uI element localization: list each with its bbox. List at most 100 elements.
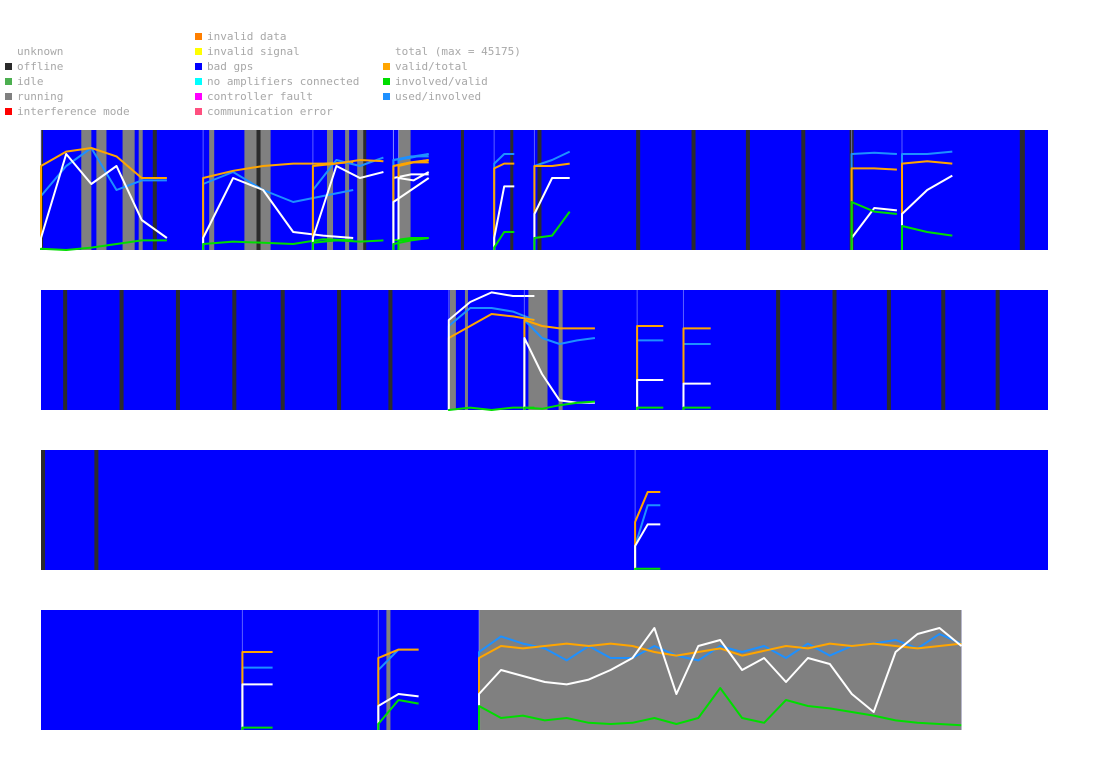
legend-label: running (17, 90, 64, 103)
offline-segment (995, 290, 1000, 410)
offline-segment (256, 130, 261, 250)
legend-swatch (195, 108, 202, 115)
offline-segment (801, 130, 806, 250)
offline-segment (41, 130, 44, 250)
row-background-bad-gps (41, 450, 1048, 570)
valid-total-line (202, 161, 354, 251)
legend-label: interference mode (17, 105, 130, 118)
offline-segment (337, 290, 342, 410)
legend-swatch (5, 78, 12, 85)
valid-total-line (40, 147, 167, 250)
legend-item-status: unknown (5, 44, 130, 59)
offline-segment (636, 130, 641, 250)
total-line (40, 153, 168, 250)
legend-swatch (383, 93, 390, 100)
involved-valid-line (377, 699, 419, 731)
legend-swatch (5, 63, 12, 70)
legend-label: idle (17, 75, 44, 88)
involved-valid-line (447, 406, 535, 411)
legend-label: used/involved (395, 90, 482, 103)
offline-segment (941, 290, 946, 410)
legend-swatch (195, 93, 202, 100)
running-segment (479, 610, 962, 730)
offline-segment (886, 290, 891, 410)
legend-ratios: total (max = 45175) valid/total involved/v… (383, 44, 521, 104)
running-segment (464, 290, 468, 410)
timeline-row-4 (41, 610, 963, 731)
valid-total-line (377, 648, 419, 731)
offline-segment (363, 130, 367, 250)
valid-total-line (311, 159, 384, 251)
legend-label: involved/valid (395, 75, 488, 88)
legend-swatch (195, 63, 202, 70)
legend-label: bad gps (207, 60, 254, 73)
offline-segment (232, 290, 237, 410)
legend-item-faults: bad gps (195, 59, 359, 74)
offline-segment (832, 290, 837, 410)
offline-segment (537, 130, 542, 250)
offline-segment (63, 290, 68, 410)
running-segment (326, 130, 334, 250)
offline-segment (175, 290, 180, 410)
total-line (202, 177, 354, 251)
involved-valid-line (523, 400, 595, 411)
total-line (241, 683, 273, 730)
legend-swatch (383, 78, 390, 85)
legend-item-ratios: total (max = 45175) (383, 44, 521, 59)
running-segment (138, 130, 143, 250)
offline-segment (776, 290, 781, 410)
valid-total-line (900, 160, 953, 251)
valid-total-line (493, 162, 515, 251)
running-segment (357, 130, 366, 250)
involved-valid-line (682, 406, 711, 411)
offline-segment (388, 290, 393, 410)
involved-valid-line (850, 201, 898, 251)
involved-valid-line (533, 211, 571, 251)
valid-total-line (478, 642, 962, 731)
legend-label: unknown (17, 45, 64, 58)
legend-item-faults: invalid signal (195, 44, 359, 59)
legend-item-faults: communication error (195, 104, 359, 119)
legend-label: invalid data (207, 30, 287, 43)
running-segment (209, 130, 215, 250)
involved-valid-line (40, 239, 167, 251)
legend-label: valid/total (395, 60, 468, 73)
involved-valid-line (241, 726, 273, 730)
total-line (493, 185, 515, 251)
total-line (478, 627, 963, 731)
legend-item-status: idle (5, 74, 130, 89)
legend-item-faults: invalid data (195, 29, 359, 44)
valid-total-line (523, 319, 595, 411)
valid-total-line (533, 162, 570, 251)
involved-valid-line (478, 687, 962, 731)
involved-valid-line (493, 231, 515, 251)
total-line (397, 171, 430, 251)
total-line (682, 382, 711, 411)
row-background-bad-gps (41, 130, 1048, 250)
legend-swatch (5, 108, 12, 115)
legend-swatch (5, 93, 12, 100)
legend-swatch (195, 48, 202, 55)
legend-item-status: offline (5, 59, 130, 74)
timeline-row-3 (41, 450, 1048, 571)
offline-segment (280, 290, 285, 410)
running-segment (449, 290, 456, 410)
offline-segment (119, 290, 124, 410)
total-line (377, 693, 419, 731)
legend-swatch (195, 78, 202, 85)
legend-item-status: interference mode (5, 104, 130, 119)
offline-segment (460, 130, 464, 250)
involved-valid-line (311, 239, 384, 251)
involved-valid-line (634, 567, 661, 571)
legend-label: total (max = 45175) (395, 45, 521, 58)
running-segment (345, 130, 350, 250)
involved-valid-line (202, 238, 354, 251)
offline-segment (745, 130, 750, 250)
total-line (447, 291, 535, 411)
offline-segment (94, 450, 99, 570)
offline-segment (152, 130, 157, 250)
total-line (533, 177, 570, 251)
legend-label: invalid signal (207, 45, 300, 58)
total-line (392, 177, 430, 251)
running-segment (558, 290, 563, 410)
